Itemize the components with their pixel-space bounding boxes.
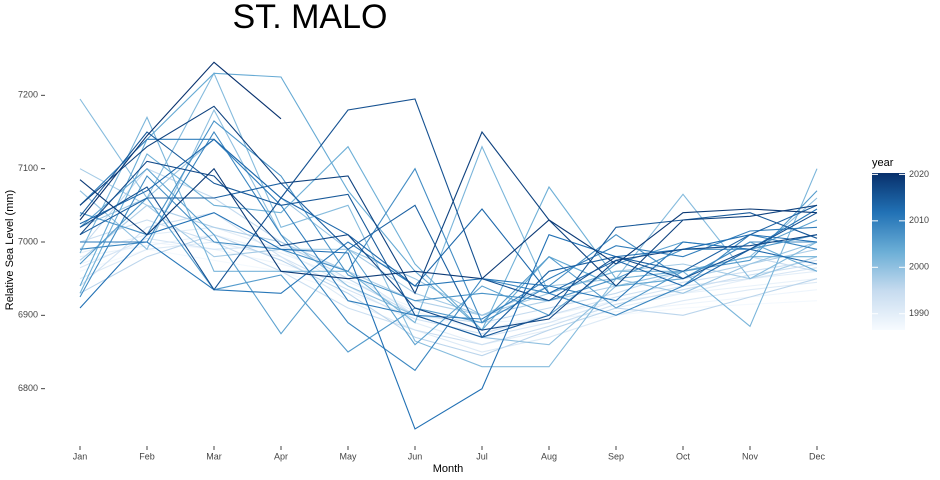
colorbar-label: 2000 bbox=[909, 262, 929, 272]
y-tick-label: 6900 bbox=[18, 310, 38, 320]
series-line bbox=[79, 241, 818, 353]
x-tick-label: Sep bbox=[608, 451, 624, 461]
series-line bbox=[79, 182, 818, 339]
colorbar-label: 2010 bbox=[909, 215, 929, 225]
x-tick-label: May bbox=[339, 451, 357, 461]
series-line bbox=[79, 168, 818, 316]
chart-title: ST. MALO bbox=[233, 0, 388, 36]
y-tick-label: 7100 bbox=[18, 163, 38, 173]
series-line bbox=[79, 108, 818, 346]
series-line bbox=[79, 160, 818, 331]
series-line bbox=[79, 234, 818, 357]
series-line bbox=[79, 190, 818, 353]
y-tick-label: 6800 bbox=[18, 383, 38, 393]
series-line bbox=[80, 208, 818, 302]
series-line bbox=[79, 212, 818, 430]
x-tick-label: Aug bbox=[541, 451, 557, 461]
series-line bbox=[79, 120, 818, 302]
series-line bbox=[79, 115, 818, 328]
y-tick-label: 7000 bbox=[18, 236, 38, 246]
series-line bbox=[79, 204, 818, 316]
series-line bbox=[79, 130, 818, 372]
y-axis-title: Relative Sea Level (mm) bbox=[4, 190, 16, 310]
colorbar-label: 1990 bbox=[909, 308, 929, 318]
series-line bbox=[79, 72, 818, 331]
colorbar bbox=[872, 173, 905, 330]
colorbar-label: 2020 bbox=[909, 169, 929, 179]
x-tick-label: Jun bbox=[408, 451, 423, 461]
x-axis-title: Month bbox=[433, 463, 464, 475]
series-line bbox=[79, 105, 818, 295]
series-line bbox=[79, 226, 818, 346]
series-line bbox=[79, 131, 818, 338]
series-line bbox=[79, 138, 818, 294]
x-tick-label: Mar bbox=[206, 451, 222, 461]
series-line bbox=[79, 167, 817, 324]
series-line bbox=[79, 248, 818, 331]
series-line bbox=[79, 138, 818, 320]
x-tick-label: Apr bbox=[274, 451, 288, 461]
x-tick-label: Feb bbox=[139, 451, 155, 461]
series-line bbox=[79, 61, 282, 221]
x-tick-label: Oct bbox=[676, 451, 691, 461]
series-line bbox=[79, 167, 818, 280]
legend-title: year bbox=[872, 157, 894, 169]
x-tick-label: Jan bbox=[73, 451, 88, 461]
y-tick-label: 7200 bbox=[18, 90, 38, 100]
series-line bbox=[79, 98, 818, 302]
series-line bbox=[79, 234, 818, 331]
x-tick-label: Nov bbox=[742, 451, 759, 461]
x-tick-label: Dec bbox=[809, 451, 826, 461]
x-tick-label: Jul bbox=[476, 451, 488, 461]
series-line bbox=[79, 72, 818, 368]
